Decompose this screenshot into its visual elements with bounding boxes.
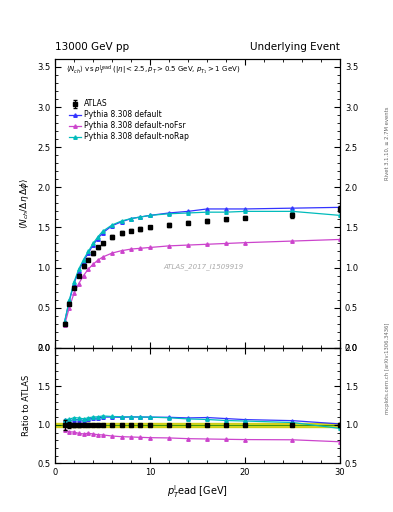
Text: mcplots.cern.ch [arXiv:1306.3436]: mcplots.cern.ch [arXiv:1306.3436] (385, 323, 389, 414)
X-axis label: $p_T^{\rm l}$ead [GeV]: $p_T^{\rm l}$ead [GeV] (167, 483, 228, 500)
Text: ATLAS_2017_I1509919: ATLAS_2017_I1509919 (163, 264, 243, 270)
Text: Underlying Event: Underlying Event (250, 42, 340, 52)
Y-axis label: Ratio to ATLAS: Ratio to ATLAS (22, 375, 31, 436)
Text: $\langle N_{ch}\rangle$ vs $p_T^{\rm lead}$ ($|\eta|<2.5, p_T>0.5$ GeV, $p_{T_1}: $\langle N_{ch}\rangle$ vs $p_T^{\rm lea… (66, 63, 241, 77)
Y-axis label: $\langle N_{ch} / \Delta\eta\,\Delta\phi \rangle$: $\langle N_{ch} / \Delta\eta\,\Delta\phi… (18, 178, 31, 229)
Legend: ATLAS, Pythia 8.308 default, Pythia 8.308 default-noFsr, Pythia 8.308 default-no: ATLAS, Pythia 8.308 default, Pythia 8.30… (66, 96, 192, 144)
Text: Rivet 3.1.10, ≥ 2.7M events: Rivet 3.1.10, ≥ 2.7M events (385, 106, 389, 180)
Text: 13000 GeV pp: 13000 GeV pp (55, 42, 129, 52)
Bar (55, 422, 340, 427)
